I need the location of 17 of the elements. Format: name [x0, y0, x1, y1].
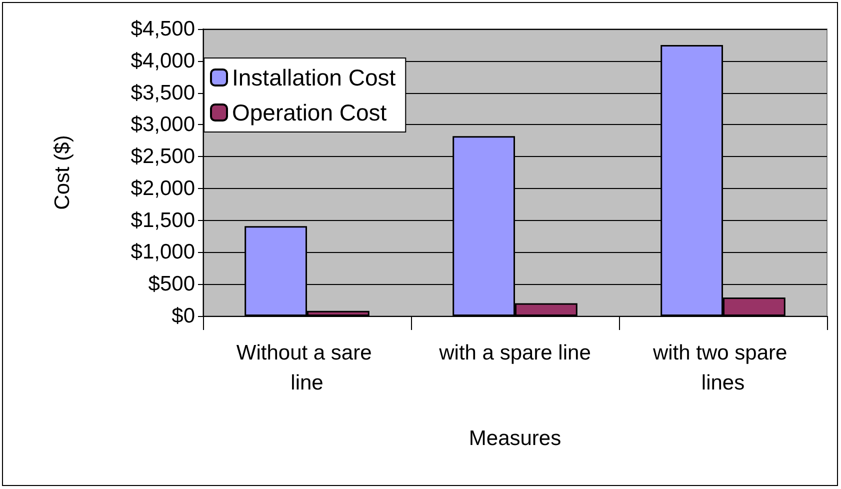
x-axis-title: Measures [468, 427, 562, 450]
legend-label: Installation Cost [232, 64, 396, 90]
y-tick-label: $2,500 [130, 145, 195, 168]
y-tick-label: $0 [172, 304, 195, 328]
y-tick-label: $3,000 [130, 113, 195, 136]
y-tick-label: $500 [148, 272, 195, 296]
y-tick-label: $4,000 [130, 49, 195, 72]
y-tick-label: $1,000 [130, 240, 195, 264]
y-tick-label: $1,500 [130, 208, 195, 232]
x-tick-label: with two spare lines [652, 342, 794, 394]
y-axis-title: Cost ($) [51, 135, 74, 210]
x-tick-label: Without a sare line [236, 342, 378, 394]
x-tick-label: with a spare line [438, 342, 591, 364]
y-tick-label: $3,500 [130, 81, 195, 104]
y-tick-label: $4,500 [130, 18, 195, 40]
y-tick-label: $2,000 [130, 176, 195, 200]
legend-label: Operation Cost [232, 100, 388, 126]
